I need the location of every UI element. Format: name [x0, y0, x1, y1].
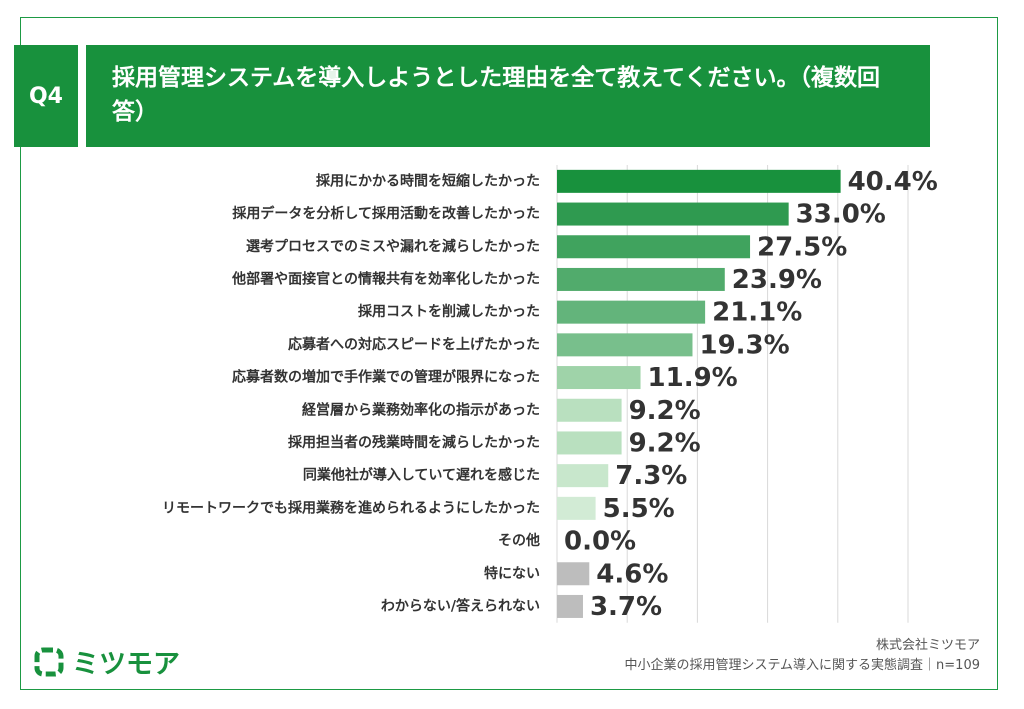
category-label: 特にない — [484, 565, 540, 582]
question-number: Q4 — [14, 45, 78, 147]
bar — [557, 333, 693, 357]
value-label: 4.6% — [596, 559, 668, 589]
category-label: 採用にかかる時間を短縮したかった — [316, 172, 540, 189]
category-label: リモートワークでも採用業務を進められるようにしたかった — [162, 499, 540, 516]
category-label: 同業他社が導入していて遅れを感じた — [303, 467, 540, 484]
category-label: 他部署や面接官との情報共有を効率化したかった — [231, 270, 540, 287]
category-label: 応募者数の増加で手作業での管理が限界になった — [232, 369, 540, 386]
value-label: 0.0% — [564, 527, 636, 557]
category-label: 応募者への対応スピードを上げたかった — [288, 336, 540, 353]
value-label: 21.1% — [712, 298, 802, 328]
category-label: わからない/答えられない — [381, 597, 540, 614]
bar — [557, 431, 622, 455]
value-label: 40.4% — [848, 167, 938, 197]
bar — [557, 464, 609, 488]
value-label: 5.5% — [603, 494, 675, 524]
category-label: 選考プロセスでのミスや漏れを減らしたかった — [246, 238, 540, 255]
source: 中小企業の採用管理システム導入に関する実態調査｜n=109 — [624, 658, 980, 673]
value-label: 33.0% — [796, 200, 886, 230]
value-label: 7.3% — [615, 461, 687, 491]
bar — [557, 267, 725, 291]
value-label: 9.2% — [629, 396, 701, 426]
bar — [557, 398, 622, 422]
logo: ミツモア — [34, 642, 180, 681]
value-label: 19.3% — [699, 330, 789, 360]
bar — [557, 202, 789, 226]
bar — [557, 300, 706, 324]
logo-text: ミツモア — [72, 649, 180, 680]
value-label: 11.9% — [648, 363, 738, 393]
value-label: 23.9% — [732, 265, 822, 295]
bar — [557, 366, 641, 390]
category-label: 採用担当者の残業時間を減らしたかった — [288, 434, 540, 451]
category-label: その他 — [498, 532, 540, 549]
value-label: 3.7% — [590, 592, 662, 622]
company: 株式会社ミツモア — [875, 638, 980, 653]
logo-icon — [34, 647, 64, 676]
category-label: 経営層から業務効率化の指示があった — [302, 401, 540, 418]
category-label: 採用コストを削減したかった — [358, 303, 540, 320]
bar — [557, 496, 596, 520]
bar — [557, 235, 751, 259]
bar — [557, 169, 841, 193]
value-label: 9.2% — [629, 428, 701, 458]
question-title: 採用管理システムを導入しようとした理由を全て教えてください。（複数回答） — [86, 45, 930, 147]
frame — [20, 17, 998, 690]
category-label: 採用データを分析して採用活動を改善したかった — [232, 205, 540, 222]
value-label: 27.5% — [757, 232, 847, 262]
bar — [557, 594, 583, 618]
bar — [557, 562, 590, 586]
